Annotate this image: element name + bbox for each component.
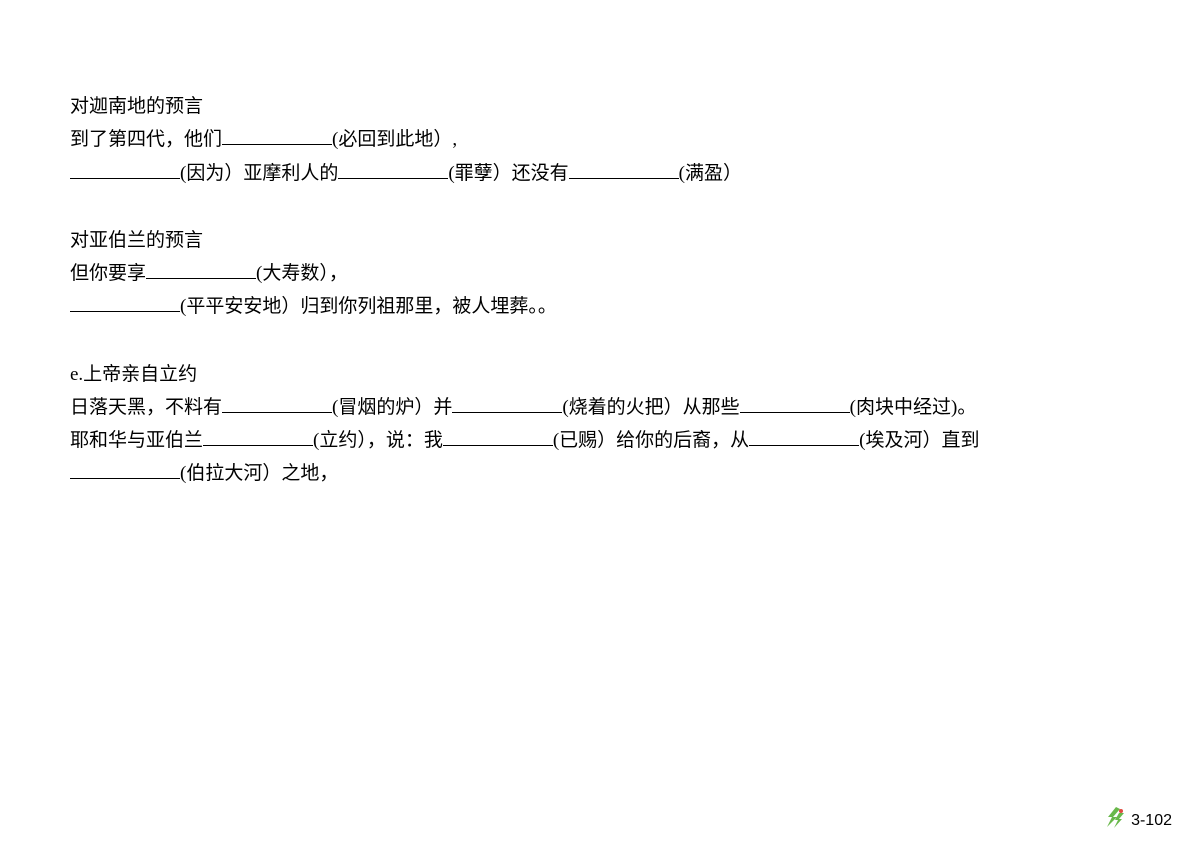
text-run: (已赐）给你的后裔，从	[553, 430, 749, 451]
footer-logo-icon	[1105, 806, 1127, 830]
text-run: (因为）亚摩利人的	[180, 163, 338, 184]
document-page: 对迦南地的预言到了第四代，他们(必回到此地）,(因为）亚摩利人的(罪孽）还没有(…	[0, 0, 1200, 491]
fill-blank	[452, 394, 562, 413]
text-run: (立约），说：我	[313, 430, 443, 451]
text-run: (罪孽）还没有	[448, 163, 568, 184]
text-run: (冒烟的炉）并	[332, 397, 452, 418]
fill-blank	[569, 160, 679, 179]
fill-blank	[70, 460, 180, 479]
text-run: (大寿数），	[256, 263, 348, 284]
text-run: 到了第四代，他们	[70, 129, 222, 150]
section: 对迦南地的预言到了第四代，他们(必回到此地）,(因为）亚摩利人的(罪孽）还没有(…	[70, 90, 1130, 190]
text-run: (埃及河）直到	[859, 430, 979, 451]
text-run: (平平安安地）归到你列祖那里，被人埋葬。。	[180, 296, 557, 317]
text-run: (肉块中经过)。	[850, 397, 977, 418]
body-line: 但你要享 (大寿数），	[70, 257, 1130, 290]
page-footer: 3-102	[1105, 806, 1172, 830]
body-line: 耶和华与亚伯兰 (立约），说：我 (已赐）给你的后裔，从 (埃及河）直到	[70, 424, 1130, 457]
text-run: (必回到此地）,	[332, 129, 457, 150]
fill-blank	[222, 394, 332, 413]
text-run: 耶和华与亚伯兰	[70, 430, 203, 451]
page-number: 3-102	[1131, 812, 1172, 830]
text-run: 但你要享	[70, 263, 146, 284]
text-run: (满盈）	[679, 163, 742, 184]
fill-blank	[338, 160, 448, 179]
fill-blank	[740, 394, 850, 413]
body-line: 到了第四代，他们 (必回到此地）,	[70, 123, 1130, 156]
fill-blank	[443, 427, 553, 446]
section: 对亚伯兰的预言但你要享 (大寿数）， (平平安安地）归到你列祖那里，被人埋葬。。	[70, 224, 1130, 324]
body-line: (因为）亚摩利人的 (罪孽）还没有 (满盈）	[70, 157, 1130, 190]
text-run: 日落天黑，不料有	[70, 397, 222, 418]
section-heading: 对亚伯兰的预言	[70, 224, 1130, 257]
section-heading: 对迦南地的预言	[70, 90, 1130, 123]
fill-blank	[749, 427, 859, 446]
section-heading: e.上帝亲自立约	[70, 358, 1130, 391]
fill-blank	[222, 126, 332, 145]
body-line: 日落天黑，不料有 (冒烟的炉）并 (烧着的火把）从那些 (肉块中经过)。	[70, 391, 1130, 424]
body-line: (伯拉大河）之地，	[70, 457, 1130, 490]
body-line: (平平安安地）归到你列祖那里，被人埋葬。。	[70, 290, 1130, 323]
fill-blank	[146, 260, 256, 279]
section: e.上帝亲自立约日落天黑，不料有 (冒烟的炉）并 (烧着的火把）从那些 (肉块中经过)…	[70, 358, 1130, 491]
text-run: (伯拉大河）之地，	[180, 463, 338, 484]
fill-blank	[203, 427, 313, 446]
fill-blank	[70, 160, 180, 179]
fill-blank	[70, 293, 180, 312]
text-run: (烧着的火把）从那些	[562, 397, 739, 418]
